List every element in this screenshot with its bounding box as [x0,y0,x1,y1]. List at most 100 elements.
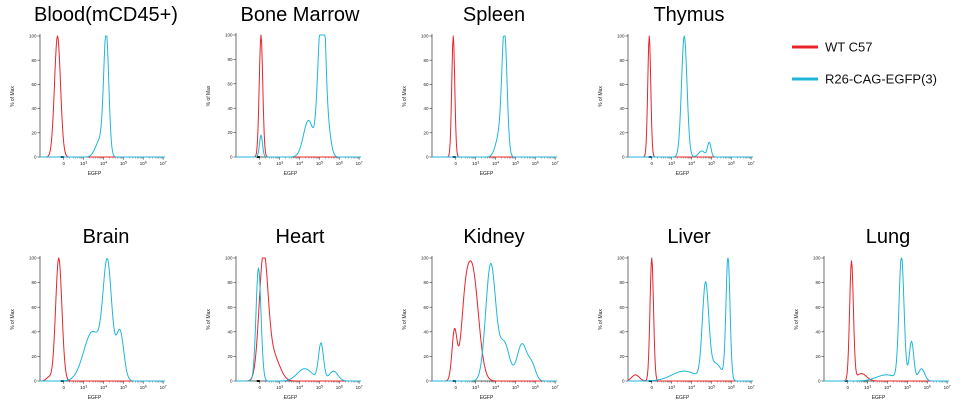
y-axis-title: % of Max [794,309,800,330]
y-tick-label: 100 [29,256,37,261]
series-line-egfp [432,35,557,158]
y-axis-title: % of Max [206,85,212,106]
y-tick-label: 80 [423,280,429,285]
panel-4: Brain 0 20 40 60 80 100 0 103 104 105 106 107 EGFP % o… [10,226,167,401]
y-tick-label: 60 [423,305,429,310]
y-tick-label: 20 [423,130,429,135]
x-tick-label: 106 [336,160,343,166]
x-tick-label: 105 [120,384,127,390]
series-line-egfp [628,35,753,158]
x-tick-label: 104 [688,160,695,166]
y-tick-label: 20 [815,354,821,359]
series-line-egfp [236,267,361,382]
x-tick-label: 107 [356,160,363,166]
y-tick-label: 20 [227,354,233,359]
x-tick-label: 104 [100,384,107,390]
y-tick-label: 60 [423,82,429,87]
x-axis-title: EGFP [480,171,494,177]
x-tick-label: 103 [864,384,871,390]
x-tick-label: 103 [276,384,283,390]
legend: WT C57 R26-CAG-EGFP(3) [792,40,937,87]
panel-title: Lung [866,226,911,248]
x-axis-title: EGFP [676,395,690,401]
panel-5: Heart 0 20 40 60 80 100 0 103 104 105 106 107 EGFP % o… [206,226,363,401]
y-tick-label: 40 [619,106,625,111]
series-line-egfp [236,34,361,158]
x-tick-label: 103 [276,160,283,166]
x-tick-label: 103 [80,160,87,166]
x-tick-label: 0 [62,161,65,166]
y-tick-label: 0 [34,379,37,384]
panel-7: Liver 0 20 40 60 80 100 0 103 104 105 106 107 EGFP % o… [598,226,755,401]
y-tick-label: 40 [423,106,429,111]
y-tick-label: 100 [421,34,429,39]
x-axis-title: EGFP [88,395,102,401]
y-tick-label: 0 [426,155,429,160]
x-tick-label: 106 [336,384,343,390]
y-tick-label: 100 [617,256,625,261]
panel-6: Kidney 0 20 40 60 80 100 0 103 104 105 106 107 EGFP % … [402,226,559,401]
y-tick-label: 20 [31,130,37,135]
y-tick-label: 80 [423,58,429,63]
x-axis-title: EGFP [284,171,298,177]
x-tick-label: 104 [884,384,891,390]
y-tick-label: 0 [622,155,625,160]
y-tick-label: 60 [619,305,625,310]
y-tick-label: 0 [622,379,625,384]
panel-title: Liver [667,226,711,248]
panel-0: Blood(mCD45+) 0 20 40 60 80 100 0 103 104 105 106 10… [10,4,178,177]
series-line-egfp [432,262,557,382]
y-tick-label: 40 [31,329,37,334]
legend-label-egfp: R26-CAG-EGFP(3) [825,72,937,87]
y-tick-label: 0 [230,379,233,384]
series-line-wt [432,260,557,382]
x-tick-label: 105 [316,384,323,390]
y-tick-label: 80 [227,280,233,285]
y-tick-label: 60 [619,82,625,87]
x-tick-label: 106 [728,160,735,166]
y-tick-label: 60 [227,81,233,86]
origin-marker [256,156,260,158]
series-line-wt [628,35,753,158]
y-tick-label: 80 [31,58,37,63]
y-tick-label: 0 [818,379,821,384]
y-axis-title: % of Max [402,86,408,107]
y-tick-label: 100 [617,34,625,39]
x-tick-label: 104 [492,384,499,390]
x-tick-label: 107 [944,384,951,390]
y-tick-label: 100 [225,33,233,38]
x-tick-label: 107 [748,160,755,166]
y-tick-label: 20 [619,130,625,135]
x-tick-label: 107 [356,384,363,390]
series-line-wt [432,35,557,158]
panel-title: Blood(mCD45+) [34,4,178,26]
y-tick-label: 80 [619,58,625,63]
series-line-wt [236,34,361,158]
y-axis-title: % of Max [206,309,212,330]
x-tick-label: 104 [100,160,107,166]
panel-title: Brain [83,226,130,248]
x-tick-label: 0 [650,161,653,166]
y-tick-label: 20 [31,354,37,359]
series-line-egfp [824,257,949,382]
y-tick-label: 80 [815,280,821,285]
y-tick-label: 40 [227,329,233,334]
x-axis-title: EGFP [480,395,494,401]
x-tick-label: 107 [552,384,559,390]
series-line-wt [39,257,165,382]
panel-title: Heart [276,226,325,248]
x-tick-label: 103 [668,160,675,166]
y-tick-label: 60 [31,305,37,310]
x-tick-label: 104 [296,384,303,390]
x-tick-label: 0 [454,385,457,390]
y-tick-label: 0 [426,379,429,384]
x-tick-label: 106 [532,384,539,390]
x-tick-label: 107 [160,384,167,390]
series-line-egfp [40,35,165,158]
series-line-wt [627,257,753,382]
panel-2: Spleen 0 20 40 60 80 100 0 103 104 105 106 107 EGFP % … [402,4,559,177]
panel-title: Thymus [653,4,724,26]
y-tick-label: 100 [813,256,821,261]
y-tick-label: 80 [227,57,233,62]
